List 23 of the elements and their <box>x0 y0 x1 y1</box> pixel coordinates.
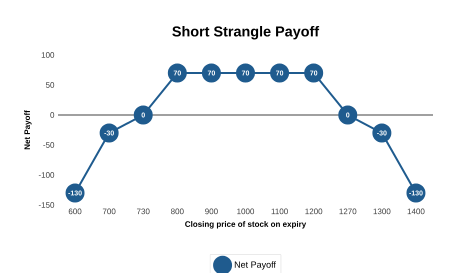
y-tick-label: -50 <box>43 142 54 148</box>
x-tick-label: 1300 <box>374 208 390 214</box>
x-tick-label: 900 <box>205 208 218 214</box>
x-tick-label: 1000 <box>237 208 254 214</box>
x-tick-label: 700 <box>102 208 116 214</box>
x-tick-label: 800 <box>170 208 184 214</box>
y-tick-label: 50 <box>46 82 54 88</box>
chart-title: Short Strangle Payoff <box>172 26 320 40</box>
legend-label: Net Payoff <box>234 261 276 270</box>
x-tick-label: 1100 <box>272 208 288 214</box>
x-tick-label: 730 <box>136 208 150 214</box>
y-tick-label: -150 <box>38 202 54 208</box>
y-tick-label: -100 <box>38 172 54 178</box>
y-tick-label: 0 <box>50 112 54 118</box>
x-tick-label: 600 <box>68 208 82 214</box>
x-tick-label: 1200 <box>305 208 322 214</box>
y-tick-label: 100 <box>42 52 54 58</box>
x-tick-label: 1400 <box>408 208 425 214</box>
point <box>338 106 358 124</box>
x-axis-title: Closing price of stock on expiry <box>185 221 306 229</box>
y-axis-title: Net Payoff <box>24 110 32 150</box>
point <box>134 106 153 124</box>
x-tick-label: 1270 <box>339 208 356 214</box>
